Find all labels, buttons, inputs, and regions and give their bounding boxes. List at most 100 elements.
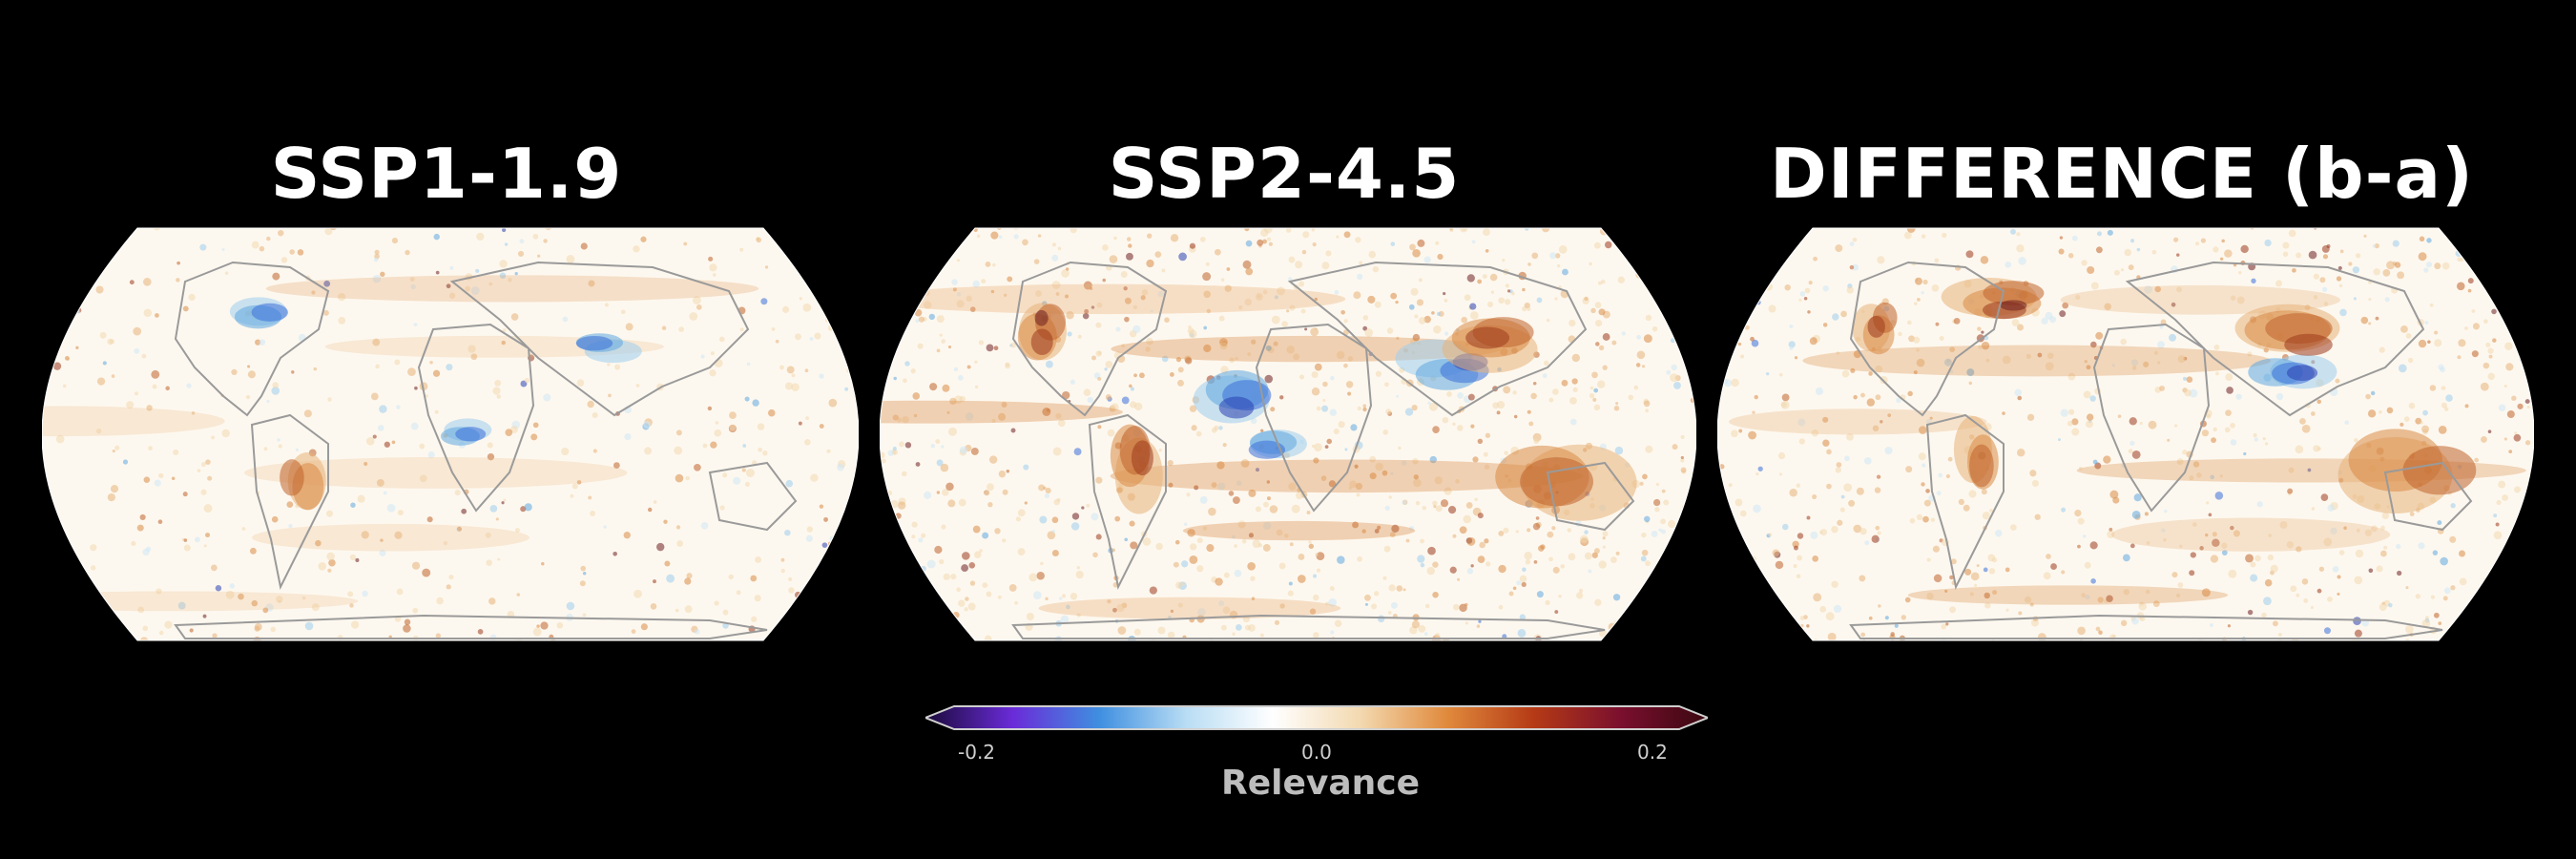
- relevance-speckle: [107, 338, 114, 346]
- relevance-speckle: [1107, 598, 1111, 604]
- relevance-band: [265, 275, 759, 303]
- relevance-speckle: [1340, 309, 1345, 315]
- relevance-speckle: [1600, 279, 1606, 284]
- relevance-speckle: [2508, 450, 2513, 454]
- relevance-hotspot: [1034, 309, 1049, 326]
- relevance-speckle: [2224, 427, 2231, 433]
- relevance-speckle: [685, 475, 690, 481]
- relevance-speckle: [2262, 436, 2266, 441]
- relevance-speckle: [775, 339, 779, 344]
- relevance-speckle: [1950, 558, 1957, 565]
- relevance-speckle: [2109, 527, 2113, 532]
- relevance-speckle: [911, 534, 916, 539]
- relevance-speckle: [61, 539, 68, 546]
- relevance-speckle: [996, 228, 1003, 230]
- relevance-speckle: [247, 365, 251, 368]
- relevance-speckle: [1428, 402, 1438, 411]
- relevance-speckle: [2095, 626, 2101, 632]
- relevance-speckle: [1466, 568, 1474, 575]
- relevance-speckle: [1831, 580, 1839, 588]
- relevance-speckle: [1295, 492, 1303, 500]
- relevance-speckle: [1642, 473, 1648, 480]
- relevance-speckle: [2236, 296, 2245, 304]
- relevance-speckle: [2146, 541, 2150, 545]
- relevance-speckle: [1988, 568, 1996, 575]
- relevance-speckle: [1251, 339, 1257, 345]
- relevance-speckle: [798, 421, 802, 426]
- relevance-speckle: [1528, 421, 1534, 427]
- relevance-speckle: [1235, 357, 1238, 361]
- relevance-speckle: [364, 461, 368, 466]
- relevance-speckle: [1727, 597, 1734, 604]
- relevance-band: [880, 400, 1123, 424]
- relevance-speckle: [1835, 244, 1843, 253]
- relevance-speckle: [1066, 311, 1074, 320]
- relevance-speckle: [939, 558, 945, 565]
- relevance-speckle: [324, 228, 333, 236]
- relevance-speckle: [1228, 491, 1235, 496]
- relevance-speckle: [1002, 538, 1007, 543]
- relevance-speckle: [338, 317, 346, 325]
- relevance-speckle: [143, 476, 151, 484]
- relevance-speckle: [991, 418, 996, 424]
- relevance-speckle: [1385, 409, 1392, 415]
- relevance-speckle: [2176, 286, 2182, 293]
- relevance-speckle: [2131, 617, 2139, 625]
- relevance-speckle: [151, 369, 160, 379]
- relevance-speckle: [1849, 264, 1855, 270]
- relevance-speckle: [1846, 286, 1854, 294]
- relevance-speckle: [2071, 418, 2079, 426]
- relevance-speckle: [2090, 282, 2099, 290]
- relevance-speckle: [1597, 380, 1606, 388]
- relevance-speckle: [1203, 344, 1212, 353]
- relevance-speckle: [2286, 541, 2295, 549]
- relevance-speckle: [238, 593, 244, 600]
- relevance-speckle: [1486, 301, 1494, 307]
- relevance-speckle: [2050, 563, 2057, 571]
- relevance-speckle: [1177, 602, 1183, 608]
- relevance-speckle: [154, 479, 161, 487]
- relevance-speckle: [271, 515, 279, 523]
- relevance-speckle: [1449, 566, 1457, 574]
- relevance-speckle: [1746, 611, 1755, 619]
- relevance-speckle: [1203, 325, 1208, 330]
- relevance-speckle: [1013, 234, 1019, 240]
- relevance-speckle: [1325, 601, 1329, 606]
- relevance-speckle: [1602, 545, 1606, 549]
- relevance-speckle: [958, 599, 966, 607]
- relevance-speckle: [1367, 295, 1376, 304]
- relevance-speckle: [587, 400, 594, 409]
- relevance-speckle: [435, 270, 440, 275]
- relevance-speckle: [1279, 603, 1285, 609]
- relevance-speckle: [1363, 594, 1371, 601]
- relevance-speckle: [357, 494, 365, 503]
- relevance-speckle: [1974, 583, 1978, 588]
- relevance-speckle: [1731, 378, 1739, 388]
- relevance-speckle: [1306, 510, 1311, 514]
- relevance-speckle: [1672, 241, 1678, 248]
- relevance-speckle: [2474, 457, 2480, 463]
- relevance-speckle: [710, 351, 715, 356]
- relevance-speckle: [767, 409, 776, 417]
- relevance-speckle: [941, 339, 946, 344]
- relevance-speckle: [994, 528, 1001, 534]
- relevance-speckle: [1860, 632, 1866, 638]
- relevance-speckle: [1913, 336, 1921, 344]
- relevance-speckle: [2062, 302, 2069, 309]
- relevance-speckle: [2301, 424, 2311, 433]
- relevance-speckle: [1145, 346, 1151, 352]
- relevance-speckle: [2403, 416, 2410, 422]
- relevance-speckle: [1680, 241, 1688, 248]
- relevance-speckle: [1571, 353, 1581, 363]
- relevance-speckle: [1435, 505, 1443, 513]
- colorbar: [925, 705, 1708, 730]
- relevance-speckle: [60, 561, 67, 568]
- relevance-speckle: [2192, 522, 2197, 527]
- relevance-speckle: [997, 595, 1002, 599]
- relevance-speckle: [2415, 594, 2420, 599]
- relevance-speckle: [915, 319, 920, 324]
- relevance-speckle: [696, 304, 702, 310]
- relevance-speckle: [1547, 531, 1554, 538]
- coastline: [1287, 261, 1588, 417]
- relevance-speckle: [467, 345, 476, 353]
